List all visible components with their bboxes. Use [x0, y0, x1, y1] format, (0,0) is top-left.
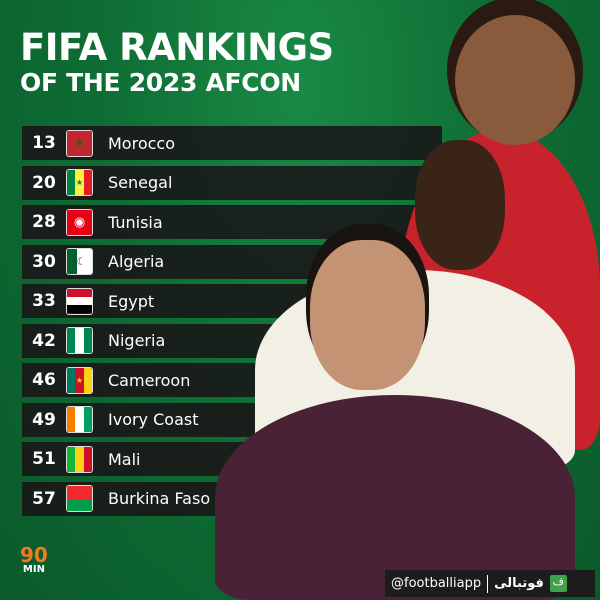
- rank: 42: [32, 330, 56, 351]
- ranking-row: 28 ◉ Tunisia: [22, 205, 442, 239]
- country-name: Senegal: [108, 173, 173, 192]
- senegal-flag: ★: [66, 169, 93, 196]
- player-head-morocco: [310, 240, 425, 390]
- country-name: Cameroon: [108, 370, 191, 390]
- watermark-brand: فوتبالی: [494, 576, 544, 591]
- country-name: Nigeria: [108, 331, 166, 350]
- rank: 28: [32, 212, 56, 232]
- country-name: Tunisia: [108, 212, 163, 232]
- egypt-flag: [66, 287, 93, 315]
- algeria-flag: ☾: [66, 248, 93, 275]
- divider: [487, 574, 489, 593]
- player-photo-morocco: [215, 395, 575, 600]
- tunisia-flag: ◉: [66, 208, 93, 236]
- country-name: Burkina Faso: [108, 489, 211, 508]
- player-head-senegal: [415, 140, 505, 270]
- footballi-app-icon: ف: [549, 575, 567, 592]
- country-name: Algeria: [108, 252, 165, 271]
- footballi-watermark: @footballiapp فوتبالی ف: [385, 570, 595, 597]
- nigeria-flag: [66, 327, 93, 354]
- country-name: Ivory Coast: [108, 410, 199, 429]
- ranking-row: 13 ★ Morocco: [22, 126, 442, 160]
- title-line1: FIFA RANKINGS: [20, 26, 334, 69]
- rank: 49: [32, 409, 56, 430]
- cameroon-flag: ★: [66, 366, 93, 394]
- country-name: Morocco: [108, 133, 175, 153]
- player-head-egypt: [455, 15, 575, 145]
- rank: 30: [32, 251, 56, 272]
- mali-flag: [66, 445, 93, 473]
- burkina-faso-flag: [66, 485, 93, 512]
- 90min-logo: 90 MIN: [20, 543, 48, 575]
- ivory-coast-flag: [66, 406, 93, 433]
- rank: 20: [32, 172, 56, 193]
- rank: 33: [32, 291, 56, 311]
- country-name: Egypt: [108, 291, 155, 311]
- rank: 46: [32, 370, 56, 390]
- rank: 57: [32, 488, 56, 509]
- ranking-row: 20 ★ Senegal: [22, 165, 442, 200]
- morocco-flag: ★: [66, 129, 93, 157]
- rank: 13: [32, 133, 56, 153]
- rank: 51: [32, 449, 56, 469]
- title-line2: OF THE 2023 AFCON: [20, 68, 301, 97]
- country-name: Mali: [108, 449, 141, 469]
- watermark-handle: @footballiapp: [391, 576, 482, 591]
